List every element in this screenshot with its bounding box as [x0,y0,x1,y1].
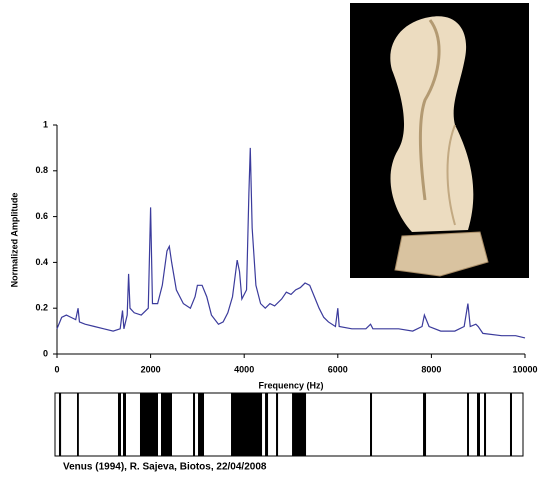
barcode-band [231,393,262,456]
barcode-band [510,393,512,456]
x-tick-label: 0 [54,364,59,374]
barcode-band [77,393,79,456]
x-tick-label: 6000 [328,364,348,374]
barcode-band [467,393,469,456]
y-tick-label: 0.4 [35,257,48,267]
barcode-band [193,393,195,456]
barcode-band [161,393,172,456]
barcode-band [477,393,480,456]
x-tick-label: 8000 [421,364,441,374]
barcode-band [118,393,121,456]
y-tick-label: 0.2 [35,303,48,313]
chart: Normalized Amplitude Frequency (Hz) Venu… [0,0,541,477]
y-axis-title: Normalized Amplitude [9,193,19,288]
x-tick-label: 4000 [234,364,254,374]
y-tick-label: 0.6 [35,211,48,221]
barcode-band [123,393,126,456]
photo [350,3,529,278]
barcode-band [484,393,486,456]
barcode-band [59,393,61,456]
barcode-band [292,393,306,456]
barcode-band [140,393,158,456]
y-tick-label: 0 [43,348,48,358]
y-tick-label: 0.8 [35,165,48,175]
barcode-band [423,393,426,456]
barcode-caption: Venus (1994), R. Sajeva, Biotos, 22/04/2… [63,462,267,473]
x-axis-title: Frequency (Hz) [258,380,323,390]
barcode-band [198,393,204,456]
y-tick-label: 1 [43,119,48,129]
x-tick-label: 10000 [512,364,537,374]
x-tick-label: 2000 [141,364,161,374]
barcode-band [265,393,268,456]
barcode-band [370,393,372,456]
barcode-band [276,393,278,456]
